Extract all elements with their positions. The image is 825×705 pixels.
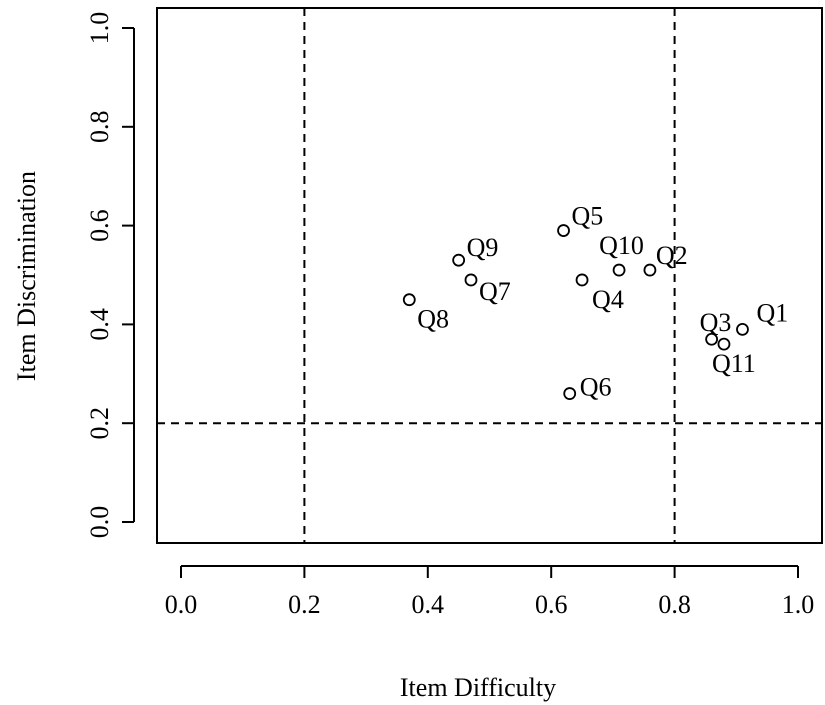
x-axis: 0.0 0.2 0.4 0.6 0.8 1.0 <box>165 565 815 619</box>
y-tick-label: 1.0 <box>85 12 114 45</box>
data-points: Q1 Q2 Q3 Q4 Q5 Q6 Q7 Q8 Q9 Q10 Q11 <box>402 202 788 402</box>
x-tick-label: 1.0 <box>782 590 815 619</box>
y-tick-label: 0.2 <box>85 407 114 440</box>
x-tick-label: 0.6 <box>535 590 568 619</box>
data-point <box>575 273 589 287</box>
point-label: Q6 <box>580 373 612 402</box>
point-label: Q5 <box>572 202 604 231</box>
reference-lines <box>157 8 822 543</box>
data-point <box>464 273 478 287</box>
data-point <box>563 387 577 400</box>
point-label: Q3 <box>700 308 732 337</box>
x-tick-label: 0.2 <box>288 590 321 619</box>
y-tick-label: 0.0 <box>85 506 114 539</box>
x-tick-label: 0.4 <box>412 590 445 619</box>
data-point <box>452 253 466 267</box>
x-tick-label: 0.0 <box>165 590 198 619</box>
plot-frame <box>156 7 823 544</box>
data-point <box>402 293 416 307</box>
y-tick-label: 0.4 <box>85 308 114 341</box>
x-tick-label: 0.8 <box>658 590 691 619</box>
data-point <box>717 337 731 351</box>
y-tick-label: 0.6 <box>85 209 114 242</box>
y-tick-label: 0.8 <box>85 111 114 144</box>
point-label: Q11 <box>712 349 756 378</box>
data-point <box>643 263 657 277</box>
data-point <box>612 263 626 277</box>
point-label: Q1 <box>756 298 788 327</box>
point-label: Q7 <box>479 277 511 306</box>
point-label: Q4 <box>592 285 624 314</box>
point-label: Q10 <box>599 231 644 260</box>
y-axis: 0.0 0.2 0.4 0.6 0.8 1.0 <box>85 12 135 539</box>
point-label: Q8 <box>417 305 449 334</box>
point-label: Q9 <box>467 233 499 262</box>
data-point <box>736 322 749 336</box>
data-point <box>705 332 719 346</box>
point-label: Q2 <box>656 241 688 270</box>
x-axis-title: Item Difficulty <box>400 673 556 702</box>
y-axis-title: Item Discrimination <box>12 171 41 381</box>
data-point <box>557 224 570 237</box>
